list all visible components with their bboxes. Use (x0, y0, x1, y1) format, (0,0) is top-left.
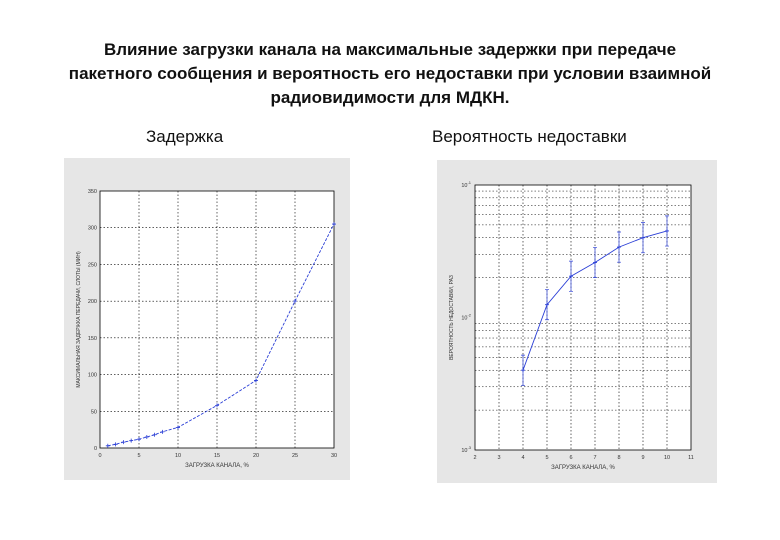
title-line-3: радиовидимости для МДКН. (270, 88, 510, 107)
delay-data-point (293, 299, 297, 304)
x-tick-label: 10 (664, 455, 670, 461)
y-tick-label: 150 (88, 336, 97, 342)
probability-data-point (569, 274, 573, 279)
plot-area (474, 184, 692, 451)
left-chart-caption: Задержка (146, 127, 224, 146)
title-line-1: Влияние загрузки канала на максимальные … (103, 40, 677, 59)
delay-data-point (144, 434, 149, 439)
probability-data-point (545, 302, 549, 307)
delay-data-point (105, 443, 110, 448)
delay-chart: 0 5 10 15 20 25 30050100150200250300350ЗАГРУЗК… (76, 189, 337, 469)
y-tick-label: 10-2 (461, 313, 471, 322)
delay-data-point (215, 403, 219, 408)
x-tick-label: 8 (617, 455, 620, 461)
x-tick-label: 5 (545, 455, 548, 461)
probability-chart-panel: 2 3 4 5 6 7 8 9 10 11 10-3 10-2 10-1 ЗАГРУЗКА КАНАЛА,… (437, 160, 717, 483)
x-tick-label: 0 (98, 453, 101, 459)
y-tick-label: 250 (88, 262, 97, 268)
delay-data-point (176, 425, 180, 430)
probability-data-point (665, 228, 669, 233)
x-tick-label: 7 (593, 455, 596, 461)
delay-data-point (121, 440, 126, 445)
y-tick-label: 10-1 (461, 180, 471, 189)
y-tick-label: 350 (88, 189, 97, 195)
x-tick-label: 15 (214, 453, 220, 459)
delay-data-point (332, 222, 336, 227)
probability-data-point (641, 235, 645, 240)
y-tick-label: 0 (94, 446, 97, 452)
x-tick-label: 30 (331, 453, 337, 459)
delay-chart-panel: 0 5 10 15 20 25 30 0 50 100 150 200 250 300 350 ЗАГРУЗК… (64, 158, 350, 480)
delay-data-point (137, 437, 141, 442)
slide-title: Влияние загрузки канала на максимальные … (0, 38, 780, 110)
y-tick-label: 200 (88, 299, 97, 305)
y-tick-label: 50 (91, 409, 97, 415)
delay-data-point (160, 429, 165, 434)
y-axis-label: МАКСИМАЛЬНАЯ ЗАДЕРЖКА ПЕРЕДАЧИ, СЛОТЫ (М… (76, 251, 82, 388)
y-tick-label: 300 (88, 226, 97, 232)
x-tick-label: 3 (497, 455, 500, 461)
probability-data-point (617, 245, 621, 250)
x-tick-label: 2 (473, 455, 476, 461)
x-axis-label: ЗАГРУЗКА КАНАЛА, % (551, 465, 615, 471)
delay-data-point (152, 432, 157, 437)
title-line-2: пакетного сообщения и вероятность его не… (68, 64, 712, 83)
y-axis-label: ВЕРОЯТНОСТЬ НЕДОСТАВКИ, РАЗ (449, 275, 455, 360)
probability-data-point (521, 368, 525, 373)
y-tick-label: 10-3 (461, 445, 471, 454)
x-tick-label: 6 (569, 455, 572, 461)
x-tick-label: 9 (641, 455, 644, 461)
delay-data-point (113, 442, 118, 447)
x-tick-label: 5 (137, 453, 140, 459)
x-tick-label: 10 (175, 453, 181, 459)
x-tick-label: 11 (688, 455, 694, 461)
x-tick-label: 20 (253, 453, 259, 459)
probability-data-point (593, 260, 597, 265)
delay-data-point (254, 378, 258, 383)
probability-chart: 2 3 4 5 6 7 8 9 10 11 10-3 10-2 10-1 ЗАГРУЗКА КАНАЛА,… (449, 180, 694, 471)
y-tick-label: 100 (88, 373, 97, 379)
delay-data-point (129, 438, 134, 443)
x-tick-label: 4 (521, 455, 524, 461)
x-tick-label: 25 (292, 453, 298, 459)
x-axis-label: ЗАГРУЗКА КАНАЛА, % (185, 463, 249, 469)
right-chart-caption: Вероятность недоставки (432, 127, 627, 146)
